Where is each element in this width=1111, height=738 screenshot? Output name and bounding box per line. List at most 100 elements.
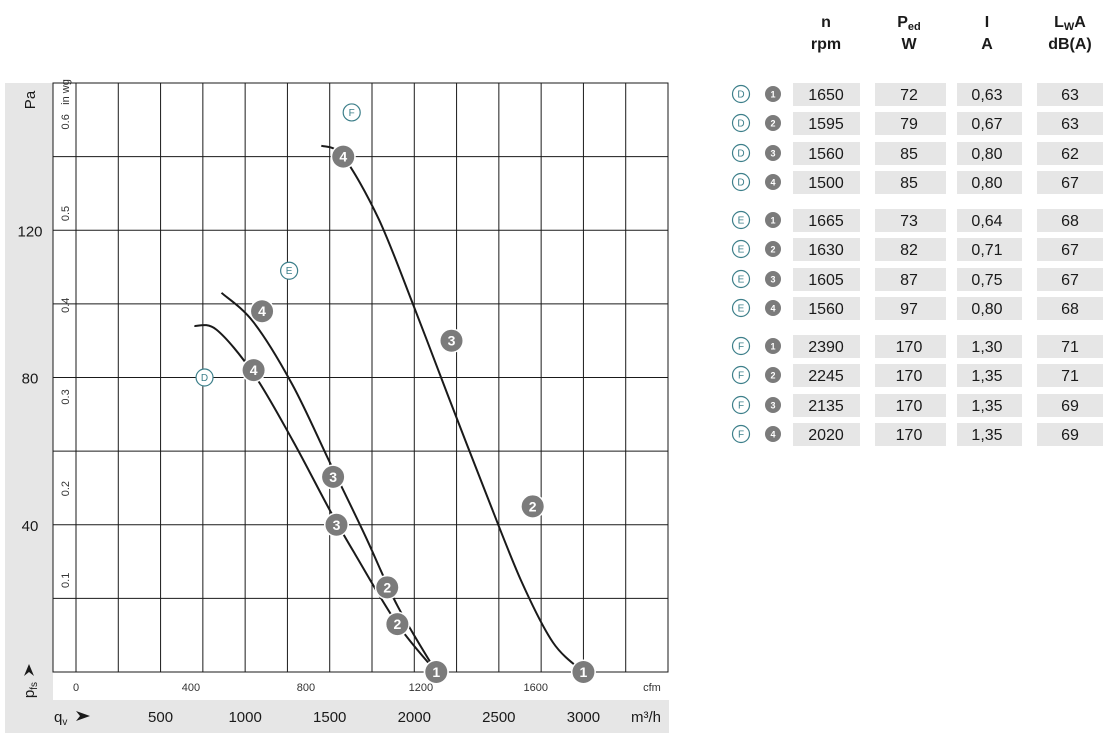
cell-current-bg xyxy=(957,335,1022,358)
cell-sound-bg xyxy=(1037,209,1103,232)
m3h-tick-label: 1000 xyxy=(228,709,261,726)
cell-current-bg xyxy=(957,394,1022,417)
m3h-tick-label: 3000 xyxy=(567,709,600,726)
cell-current-bg xyxy=(957,297,1022,320)
row-point-badge: 2 xyxy=(765,367,781,383)
cell-current: 1,30 xyxy=(971,339,1002,356)
inwg-tick-label: 0.2 xyxy=(60,481,72,496)
cell-current-bg xyxy=(957,209,1022,232)
cell-sound: 63 xyxy=(1061,116,1079,133)
cfm-tick-label: 1600 xyxy=(524,682,548,694)
row-point-disc xyxy=(765,115,781,131)
row-curve-letter: E xyxy=(738,245,745,256)
cell-speed-bg xyxy=(793,268,860,291)
marker-disc xyxy=(425,661,448,683)
cell-power: 97 xyxy=(900,301,918,318)
cell-sound: 67 xyxy=(1061,272,1079,289)
row-curve-badge: F xyxy=(731,395,751,415)
m3h-tick-label: 500 xyxy=(148,709,173,726)
table-row: F 3 2135 170 1,35 69 xyxy=(731,394,1103,417)
row-curve-letter: E xyxy=(738,275,745,286)
cell-sound-bg xyxy=(1037,142,1103,165)
row-curve-circle xyxy=(731,424,751,444)
operating-point-marker: 2 xyxy=(520,493,546,519)
cell-sound-bg xyxy=(1037,171,1103,194)
operating-point-marker: 3 xyxy=(320,464,346,490)
row-point-number: 2 xyxy=(770,245,775,255)
chart-grid xyxy=(52,82,669,673)
cell-current-bg xyxy=(957,423,1022,446)
row-curve-circle xyxy=(731,113,751,133)
cfm-tick-label: 400 xyxy=(182,682,200,694)
cell-sound: 62 xyxy=(1061,146,1079,163)
marker-number: 3 xyxy=(329,469,337,485)
marker-disc xyxy=(322,465,345,488)
cfm-tick-label: 800 xyxy=(297,682,315,694)
row-point-disc xyxy=(765,367,781,383)
cell-power: 79 xyxy=(900,116,918,133)
row-curve-badge: F xyxy=(731,365,751,385)
row-point-badge: 4 xyxy=(765,426,781,442)
cell-speed-bg xyxy=(793,209,860,232)
x-axis-symbol: qv xyxy=(54,709,67,728)
marker-disc xyxy=(242,359,265,382)
cell-power-bg xyxy=(875,112,946,135)
cell-sound: 68 xyxy=(1061,301,1079,318)
row-curve-circle xyxy=(731,172,751,192)
row-curve-circle xyxy=(731,84,751,104)
cell-power: 73 xyxy=(900,213,918,230)
marker-disc xyxy=(386,613,409,636)
cell-power: 85 xyxy=(900,146,918,163)
row-point-number: 1 xyxy=(770,342,775,352)
row-curve-letter: F xyxy=(738,401,744,412)
cell-speed: 1500 xyxy=(808,175,844,192)
y-tick-label: 40 xyxy=(22,518,39,535)
table-row: F 4 2020 170 1,35 69 xyxy=(731,423,1103,446)
row-curve-circle xyxy=(731,336,751,356)
cell-current-bg xyxy=(957,83,1022,106)
row-point-number: 3 xyxy=(770,401,775,411)
marker-number: 3 xyxy=(333,517,341,533)
operating-point-marker: 4 xyxy=(330,144,356,170)
table-header-top: Ped xyxy=(897,14,921,33)
cell-speed-bg xyxy=(793,112,860,135)
curve-label-d: D xyxy=(195,368,214,387)
cell-speed-bg xyxy=(793,297,860,320)
row-curve-badge: E xyxy=(731,239,751,259)
row-point-number: 2 xyxy=(770,119,775,129)
cell-current-bg xyxy=(957,142,1022,165)
table-header-unit: A xyxy=(981,36,993,53)
row-point-number: 4 xyxy=(770,178,775,188)
row-point-number: 2 xyxy=(770,371,775,381)
row-curve-badge: D xyxy=(731,172,751,192)
row-point-number: 3 xyxy=(770,149,775,159)
cell-sound: 67 xyxy=(1061,242,1079,259)
curve-label-letter: D xyxy=(201,373,208,384)
row-curve-badge: E xyxy=(731,269,751,289)
marker-disc xyxy=(332,145,355,168)
cell-speed: 1560 xyxy=(808,146,844,163)
curve-f xyxy=(320,144,585,673)
y-axis-symbol: pfs xyxy=(21,682,40,698)
cell-current: 0,80 xyxy=(971,301,1002,318)
m3h-unit-label: m³/h xyxy=(631,709,661,726)
cell-power: 85 xyxy=(900,175,918,192)
cell-current: 0,63 xyxy=(971,87,1002,104)
cell-current-bg xyxy=(957,112,1022,135)
m3h-tick-label: 2500 xyxy=(482,709,515,726)
row-curve-badge: F xyxy=(731,336,751,356)
table-row: F 2 2245 170 1,35 71 xyxy=(731,364,1103,387)
row-curve-circle xyxy=(731,143,751,163)
row-curve-badge: E xyxy=(731,210,751,230)
cell-current: 0,80 xyxy=(971,175,1002,192)
row-curve-letter: D xyxy=(737,178,744,189)
chart-markers: 123412341234 xyxy=(241,144,596,685)
marker-number: 2 xyxy=(383,579,391,595)
marker-disc xyxy=(572,661,595,683)
cell-speed-bg xyxy=(793,238,860,261)
cell-current-bg xyxy=(957,171,1022,194)
cell-speed-bg xyxy=(793,364,860,387)
cell-current: 0,64 xyxy=(971,213,1002,230)
m3h-tick-label: 1500 xyxy=(313,709,346,726)
row-point-badge: 2 xyxy=(765,241,781,257)
